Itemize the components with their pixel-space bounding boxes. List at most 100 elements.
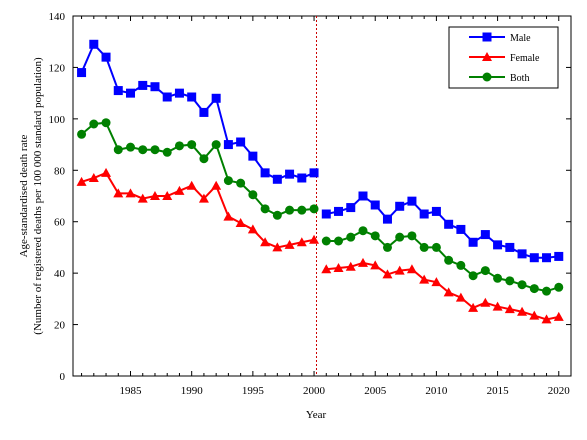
y-axis-label-line-2: (Number of registered deaths per 100 000… bbox=[32, 57, 44, 335]
data-point-female bbox=[247, 224, 258, 234]
data-point-both bbox=[272, 210, 282, 220]
series-layer bbox=[76, 39, 564, 324]
data-point-female bbox=[101, 167, 112, 177]
data-point-both bbox=[444, 255, 454, 265]
x-tick-label: 1990 bbox=[181, 385, 204, 397]
data-point-both bbox=[187, 140, 197, 150]
data-point-male bbox=[419, 209, 429, 219]
data-point-male bbox=[480, 230, 490, 240]
series-female bbox=[76, 167, 564, 324]
data-point-both bbox=[309, 204, 319, 214]
data-point-female bbox=[529, 310, 540, 320]
data-point-female bbox=[419, 274, 430, 284]
data-point-both bbox=[468, 271, 478, 281]
data-point-male bbox=[174, 88, 184, 98]
axes: 0 20 40 60 80 100 120 140 1985 1990 1995 2000 2005 20… bbox=[49, 11, 572, 397]
data-point-male bbox=[554, 251, 564, 261]
data-point-male bbox=[199, 107, 209, 117]
data-point-female bbox=[370, 260, 381, 270]
data-point-both bbox=[382, 242, 392, 252]
data-point-male bbox=[248, 151, 258, 161]
data-point-both bbox=[554, 282, 564, 292]
x-axis-label: Year bbox=[306, 409, 327, 421]
y-axis-label-line-1: Age-standardised death rate bbox=[18, 134, 30, 257]
plot-area bbox=[72, 15, 572, 377]
data-point-male bbox=[395, 201, 405, 211]
data-point-male bbox=[285, 169, 295, 179]
legend-marker-female bbox=[482, 52, 492, 61]
data-point-female bbox=[333, 263, 344, 272]
data-point-male bbox=[150, 82, 160, 92]
data-point-both bbox=[236, 178, 246, 188]
data-point-male bbox=[456, 224, 466, 234]
data-point-female bbox=[553, 311, 564, 321]
data-point-male bbox=[431, 206, 441, 216]
data-point-female bbox=[88, 173, 99, 182]
data-point-both bbox=[101, 118, 111, 128]
data-point-male bbox=[272, 174, 282, 184]
data-point-female bbox=[296, 237, 307, 247]
x-tick-label: 2005 bbox=[364, 385, 387, 397]
data-point-both bbox=[150, 145, 160, 155]
data-point-female bbox=[504, 304, 515, 314]
series-male bbox=[77, 39, 564, 263]
data-point-both bbox=[370, 231, 380, 241]
data-point-female bbox=[198, 193, 209, 203]
data-point-both bbox=[77, 129, 87, 139]
data-point-both bbox=[297, 205, 307, 215]
x-tick-label: 2020 bbox=[548, 385, 571, 397]
data-point-female bbox=[443, 287, 454, 297]
data-point-both bbox=[89, 119, 99, 129]
data-point-male bbox=[468, 237, 478, 247]
x-tick-label: 1995 bbox=[242, 385, 265, 397]
data-point-male bbox=[297, 173, 307, 183]
legend: Male Female Both bbox=[448, 26, 559, 89]
data-point-male bbox=[101, 52, 111, 62]
data-point-female bbox=[272, 242, 283, 252]
plot-frame bbox=[72, 15, 572, 377]
data-point-female bbox=[345, 261, 356, 271]
data-point-female bbox=[137, 193, 148, 203]
data-point-female bbox=[125, 188, 136, 198]
data-point-both bbox=[419, 242, 429, 252]
data-point-female bbox=[174, 185, 185, 195]
data-point-both bbox=[334, 236, 344, 246]
data-point-female bbox=[394, 265, 405, 275]
data-point-male bbox=[162, 92, 172, 102]
data-point-female bbox=[321, 264, 332, 274]
data-point-both bbox=[199, 154, 209, 164]
data-point-both bbox=[358, 226, 368, 236]
data-point-both bbox=[505, 276, 515, 286]
data-point-male bbox=[126, 88, 136, 98]
data-point-female bbox=[309, 234, 320, 244]
data-point-female bbox=[431, 277, 442, 287]
data-point-female bbox=[357, 257, 368, 267]
series-line-male bbox=[80, 42, 315, 181]
x-tick-label: 2015 bbox=[487, 385, 510, 397]
data-point-male bbox=[382, 214, 392, 224]
data-point-male bbox=[444, 219, 454, 229]
legend-label-male: Male bbox=[510, 33, 531, 44]
data-point-female bbox=[149, 191, 160, 200]
y-tick-label: 80 bbox=[54, 165, 66, 177]
data-point-male bbox=[493, 240, 503, 250]
data-point-female bbox=[406, 264, 417, 274]
data-point-male bbox=[517, 249, 527, 259]
data-point-female bbox=[382, 269, 393, 279]
series-both bbox=[77, 118, 564, 296]
data-point-both bbox=[529, 284, 539, 294]
data-point-female bbox=[455, 292, 466, 302]
x-tick-label: 2000 bbox=[303, 385, 326, 397]
data-point-female bbox=[235, 218, 246, 227]
data-point-female bbox=[284, 239, 295, 249]
data-point-both bbox=[248, 190, 258, 200]
data-point-male bbox=[187, 92, 197, 102]
y-tick-label: 60 bbox=[54, 217, 66, 229]
data-point-male bbox=[223, 140, 233, 150]
data-point-both bbox=[211, 140, 221, 150]
legend-marker-both bbox=[482, 72, 492, 82]
data-point-male bbox=[77, 68, 87, 78]
data-point-both bbox=[407, 231, 417, 241]
data-point-both bbox=[321, 236, 331, 246]
y-tick-label: 120 bbox=[49, 62, 66, 74]
